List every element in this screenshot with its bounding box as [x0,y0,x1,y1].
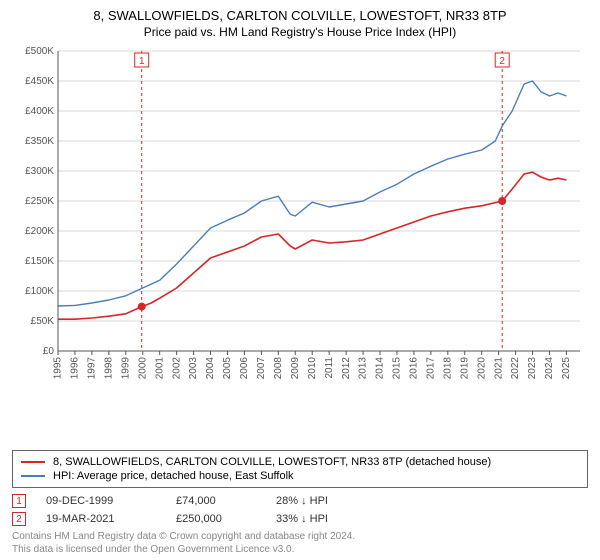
chart-container: 8, SWALLOWFIELDS, CARLTON COLVILLE, LOWE… [0,0,600,560]
svg-text:2023: 2023 [527,356,538,379]
legend-swatch-property [21,461,45,463]
svg-text:2014: 2014 [375,356,386,379]
svg-text:2003: 2003 [188,356,199,379]
svg-text:2024: 2024 [544,356,555,379]
marker-price-1: £74,000 [176,495,256,507]
svg-text:£300K: £300K [25,166,54,177]
svg-text:2017: 2017 [425,356,436,379]
chart-svg: £0 £50K £100K £150K £200K £250K £300K £350K £400… [12,45,588,385]
svg-text:2006: 2006 [239,356,250,379]
svg-text:2015: 2015 [392,356,403,379]
markers-table: 1 09-DEC-1999 £74,000 28% ↓ HPI 2 19-MAR… [12,492,588,528]
svg-text:2022: 2022 [510,356,521,379]
svg-text:2004: 2004 [205,356,216,379]
svg-text:£450K: £450K [25,76,54,87]
svg-text:2018: 2018 [442,356,453,379]
svg-text:2025: 2025 [561,356,572,379]
license-line-2: This data is licensed under the Open Gov… [12,543,588,556]
license-line-1: Contains HM Land Registry data © Crown c… [12,530,588,543]
svg-text:£50K: £50K [31,316,55,327]
marker-box-2: 2 [12,512,26,526]
svg-text:2010: 2010 [307,356,318,379]
marker-price-2: £250,000 [176,513,256,525]
svg-text:£100K: £100K [25,286,54,297]
svg-text:2007: 2007 [256,356,267,379]
svg-text:2002: 2002 [171,356,182,379]
legend-label-hpi: HPI: Average price, detached house, East… [53,470,294,482]
svg-text:1995: 1995 [53,356,64,379]
svg-text:1999: 1999 [120,356,131,379]
svg-text:2012: 2012 [341,356,352,379]
svg-text:1: 1 [139,56,145,67]
marker-diff-1: 28% ↓ HPI [276,495,366,507]
chart-subtitle: Price paid vs. HM Land Registry's House … [12,25,588,39]
legend-row-property: 8, SWALLOWFIELDS, CARLTON COLVILLE, LOWE… [21,455,579,469]
svg-text:2009: 2009 [290,356,301,379]
legend-swatch-hpi [21,475,45,477]
svg-text:2013: 2013 [358,356,369,379]
svg-text:1996: 1996 [70,356,81,379]
chart-plot-area: £0 £50K £100K £150K £200K £250K £300K £350K £400… [12,45,588,444]
svg-text:£500K: £500K [25,46,54,57]
svg-text:2016: 2016 [409,356,420,379]
marker-date-1: 09-DEC-1999 [46,495,156,507]
svg-text:£250K: £250K [25,196,54,207]
svg-text:£0: £0 [43,346,55,357]
svg-text:£200K: £200K [25,226,54,237]
legend-label-property: 8, SWALLOWFIELDS, CARLTON COLVILLE, LOWE… [53,456,491,468]
marker-row-1: 1 09-DEC-1999 £74,000 28% ↓ HPI [12,492,588,510]
svg-text:£350K: £350K [25,136,54,147]
chart-title: 8, SWALLOWFIELDS, CARLTON COLVILLE, LOWE… [12,8,588,25]
svg-text:2020: 2020 [476,356,487,379]
svg-text:2008: 2008 [273,356,284,379]
svg-text:£150K: £150K [25,256,54,267]
license-text: Contains HM Land Registry data © Crown c… [12,530,588,556]
svg-text:2000: 2000 [137,356,148,379]
legend: 8, SWALLOWFIELDS, CARLTON COLVILLE, LOWE… [12,450,588,488]
svg-text:2021: 2021 [493,356,504,379]
svg-text:2001: 2001 [154,356,165,379]
marker-date-2: 19-MAR-2021 [46,513,156,525]
svg-text:2: 2 [499,56,505,67]
svg-text:2005: 2005 [222,356,233,379]
svg-text:1997: 1997 [87,356,98,379]
svg-text:£400K: £400K [25,106,54,117]
marker-box-1: 1 [12,494,26,508]
marker-row-2: 2 19-MAR-2021 £250,000 33% ↓ HPI [12,510,588,528]
legend-row-hpi: HPI: Average price, detached house, East… [21,469,579,483]
svg-text:1998: 1998 [103,356,114,379]
svg-text:2019: 2019 [459,356,470,379]
marker-diff-2: 33% ↓ HPI [276,513,366,525]
svg-text:2011: 2011 [324,356,335,378]
